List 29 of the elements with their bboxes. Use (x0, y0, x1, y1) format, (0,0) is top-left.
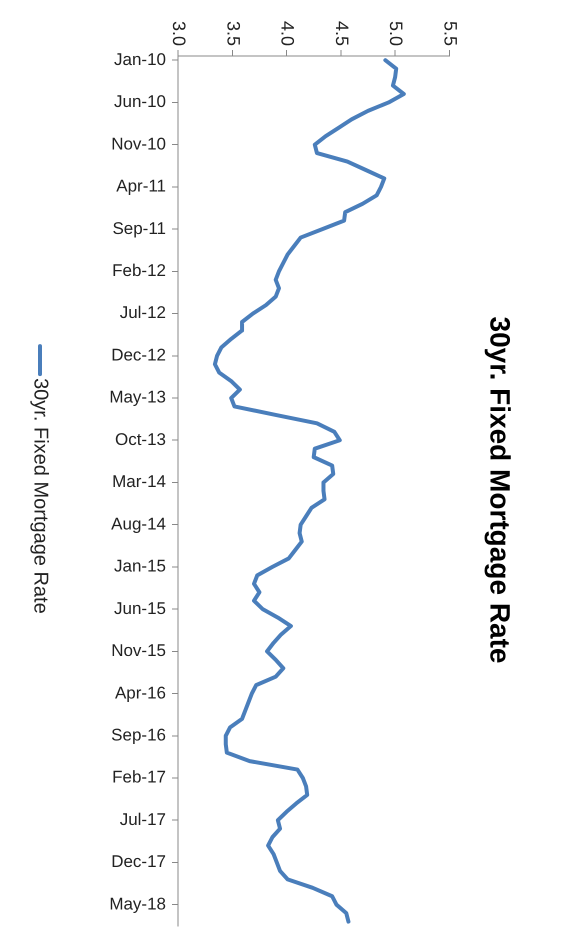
y-tick-label: May-13 (109, 388, 166, 407)
y-tick-label: May-18 (109, 894, 166, 914)
x-tick-label: 4.0 (278, 20, 298, 46)
y-tick-label: Jul-12 (120, 303, 166, 322)
y-tick-label: Apr-11 (116, 176, 166, 196)
legend-label: 30yr. Fixed Mortgage Rate (29, 378, 52, 614)
x-tick-label: 5.0 (386, 20, 406, 46)
y-tick-label: Mar-14 (112, 472, 166, 492)
y-tick-label: Jul-17 (120, 810, 166, 829)
x-tick-label: 5.5 (440, 20, 460, 46)
y-tick-label: Dec-12 (111, 345, 166, 364)
y-tick-label: Jan-15 (114, 556, 166, 576)
x-tick-label: 3.5 (223, 20, 244, 46)
y-tick-label: Nov-10 (111, 134, 166, 154)
y-tick-label: Oct-13 (114, 430, 166, 449)
y-tick-label: Jan-10 (114, 50, 166, 69)
x-tick-label: 4.5 (332, 20, 352, 46)
y-tick-label: Sep-11 (112, 218, 166, 238)
x-tick-label: 3.0 (169, 20, 190, 46)
y-tick-label: Dec-17 (111, 852, 166, 872)
y-tick-label: Jun-15 (114, 598, 166, 618)
y-tick-label: Aug-14 (111, 514, 166, 534)
y-tick-label: Feb-12 (112, 261, 166, 280)
y-tick-label: Feb-17 (112, 768, 166, 787)
y-tick-label: Nov-15 (111, 641, 166, 660)
text: 30yr. Fixed Mortgage Rate (484, 316, 516, 664)
y-tick-label: Sep-16 (111, 725, 166, 744)
y-tick-label: Apr-16 (114, 683, 166, 702)
y-tick-label: Jun-10 (114, 92, 166, 112)
